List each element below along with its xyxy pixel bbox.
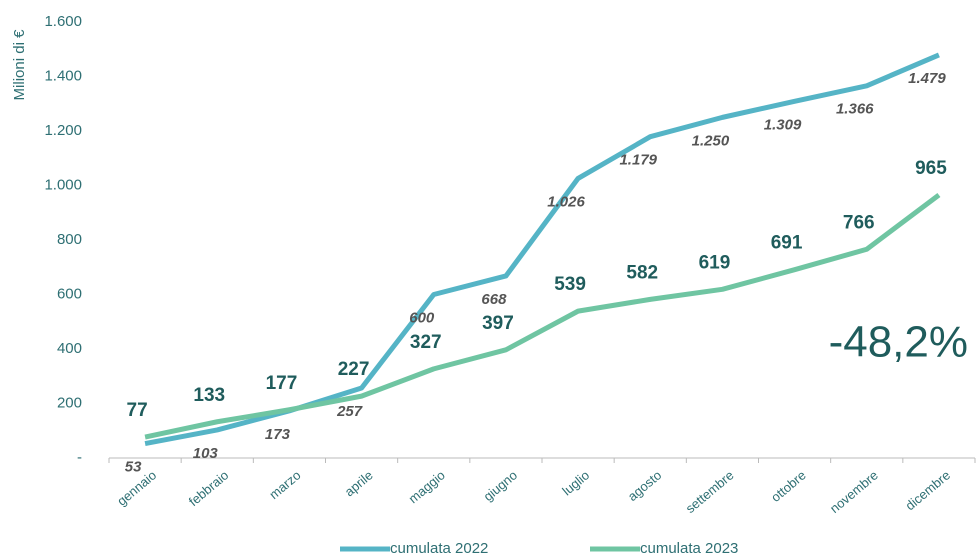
data-label: 619 [699,252,731,273]
data-label: 77 [127,400,148,421]
x-tick-label: febbraio [186,467,232,509]
data-label: 1.479 [908,70,946,87]
data-label: 582 [626,262,658,283]
y-tick-label: 1.600 [44,13,82,30]
y-tick-label: 400 [57,340,82,357]
x-tick-label: giugno [481,467,521,504]
y-axis-label: Milioni di € [11,29,28,101]
data-label: 1.366 [836,101,874,118]
data-label: 257 [336,403,363,420]
data-label: 397 [482,313,514,334]
data-label: 691 [771,233,803,254]
annotation: -48,2% [829,318,968,367]
y-tick-label: 600 [57,285,82,302]
y-tick-label: 800 [57,231,82,248]
x-tick-label: dicembre [902,467,953,513]
data-label: 53 [125,459,142,476]
data-label: 133 [193,385,225,406]
data-label: 965 [915,158,947,179]
y-tick-label: 1.000 [44,176,82,193]
y-tick-label: 1.400 [44,67,82,84]
data-label: 766 [843,212,875,233]
data-label: 600 [409,309,435,326]
y-tick-label: 1.200 [44,122,82,139]
data-label: 1.026 [547,193,585,210]
data-label: 668 [481,291,507,308]
y-tick-label: - [77,449,82,466]
x-tick-label: ottobre [768,467,809,505]
x-tick-label: marzo [266,467,303,502]
x-tick-label: luglio [559,467,592,498]
data-label: 1.309 [764,116,802,133]
series-line [144,52,940,447]
series-line [144,193,941,440]
legend-label: cumulata 2022 [390,540,488,557]
data-label: 103 [193,445,219,462]
data-label: 177 [266,373,298,394]
data-label: 327 [410,332,442,353]
data-label: 173 [265,426,291,443]
data-label: 1.250 [692,132,730,149]
x-tick-label: aprile [342,467,376,499]
x-tick-label: settembre [683,467,737,516]
data-label: 1.179 [619,152,657,169]
x-tick-label: maggio [406,467,448,506]
x-tick-label: novembre [827,467,881,516]
legend-label: cumulata 2023 [640,540,738,557]
data-label: 227 [338,359,370,380]
x-tick-label: agosto [625,467,665,504]
data-label: 539 [554,274,586,295]
y-tick-label: 200 [57,394,82,411]
